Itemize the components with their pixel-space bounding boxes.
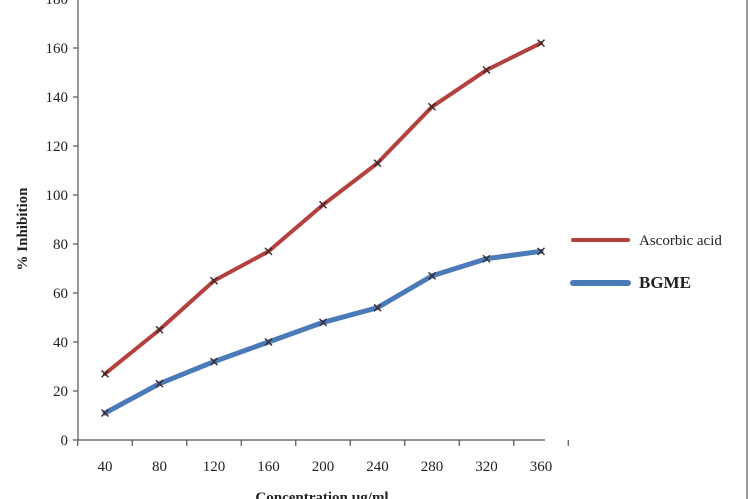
x-tick-label: 360 xyxy=(530,459,553,475)
y-tick-label: 140 xyxy=(46,90,69,106)
y-tick-label: 100 xyxy=(46,188,69,204)
legend-item: Ascorbic acid xyxy=(571,233,722,249)
data-point xyxy=(537,39,545,48)
data-point xyxy=(101,369,109,378)
x-tick-label: 40 xyxy=(98,459,113,475)
x-axis-title: Concentration µg/ml xyxy=(255,490,388,499)
data-point xyxy=(264,247,273,256)
x-axis-ticks: 40 80 120 160 200 240 280 320 360 xyxy=(77,440,569,475)
x-tick-label: 200 xyxy=(312,459,335,475)
data-point xyxy=(319,318,327,327)
data-point xyxy=(537,247,545,256)
data-point xyxy=(428,271,436,280)
data-point xyxy=(482,66,491,75)
y-axis-title: % Inhibition xyxy=(15,187,31,271)
x-tick-label: 80 xyxy=(152,459,167,475)
data-point xyxy=(373,159,382,168)
y-tick-label: 180 xyxy=(46,0,69,8)
y-axis-ticks: 0 20 40 60 80 100 120 140 160 180 xyxy=(46,0,78,449)
data-point xyxy=(155,379,164,388)
data-point xyxy=(210,276,218,285)
series-bgme xyxy=(101,247,545,418)
x-tick-label: 160 xyxy=(257,459,280,475)
data-point xyxy=(264,338,273,346)
x-tick-label: 320 xyxy=(475,459,498,475)
x-tick-label: 280 xyxy=(421,459,444,475)
x-tick-label: 240 xyxy=(366,459,389,475)
series-lines xyxy=(101,39,545,418)
data-point xyxy=(482,254,491,263)
data-point xyxy=(155,325,164,334)
y-tick-label: 0 xyxy=(61,433,69,449)
y-tick-label: 160 xyxy=(46,41,69,57)
data-point xyxy=(101,409,109,418)
y-tick-label: 40 xyxy=(53,335,68,351)
y-tick-label: 120 xyxy=(46,139,69,155)
data-point xyxy=(319,200,327,209)
data-point xyxy=(210,357,218,366)
legend-label: BGME xyxy=(639,273,691,292)
series-ascorbic-acid xyxy=(101,39,545,378)
data-point xyxy=(428,102,436,111)
legend-label: Ascorbic acid xyxy=(639,233,722,249)
data-point xyxy=(373,303,382,312)
y-tick-label: 60 xyxy=(53,286,68,302)
legend: Ascorbic acid BGME xyxy=(570,233,722,292)
y-tick-label: 80 xyxy=(53,237,68,253)
y-tick-label: 20 xyxy=(53,384,68,400)
x-tick-label: 120 xyxy=(203,459,226,475)
legend-item: BGME xyxy=(570,273,691,292)
